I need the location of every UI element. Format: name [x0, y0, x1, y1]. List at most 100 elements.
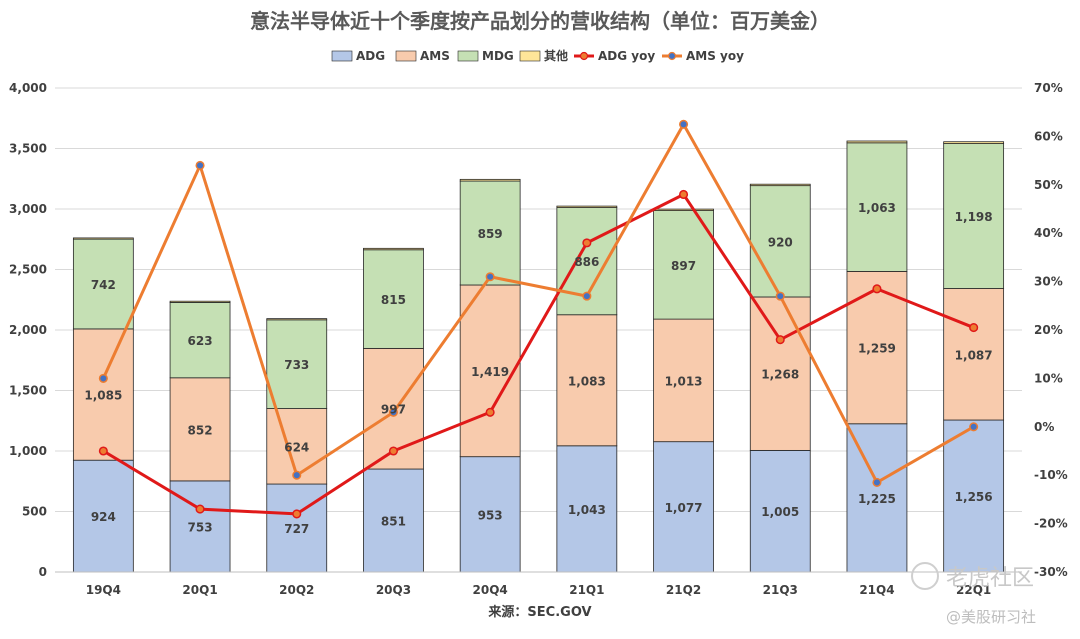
yoy-lines: [98, 119, 979, 519]
point-AMS-yoy: [292, 470, 302, 480]
y-left-tick-label: 0: [39, 565, 47, 579]
bar-data-label: 1,256: [955, 490, 993, 504]
bar-segment-MDG: [653, 210, 714, 320]
bar-data-label: 1,268: [761, 368, 799, 382]
bar-segment-MDG: [266, 319, 328, 409]
bar-segment-其他: [459, 178, 521, 182]
bar-data-label: 1,087: [955, 348, 993, 362]
bar-segment-其他: [749, 183, 811, 187]
bar-data-label: 1,198: [955, 210, 993, 224]
point-AMS-yoy: [679, 119, 689, 129]
bar-labels: 924 1,085 742 753 852 623 727 624 733 851 997 815 95…: [84, 201, 992, 536]
bar-data-label: 1,225: [858, 492, 896, 506]
bar-segment-AMS: [749, 296, 811, 451]
bar-data-label: 727: [284, 522, 309, 536]
point-ADG-yoy: [775, 335, 785, 345]
y-right-tick-label: 0%: [1034, 420, 1054, 434]
bar-segment-MDG: [749, 185, 811, 298]
bar-segment-其他: [943, 141, 1005, 144]
x-tick-label: 21Q3: [763, 583, 798, 597]
tiger-logo-icon: [911, 562, 939, 590]
y-right-tick-label: -30%: [1034, 565, 1068, 579]
bar-data-label: 852: [188, 423, 213, 437]
bar-segment-其他: [556, 205, 618, 208]
bar-data-label: 859: [478, 227, 503, 241]
y-right-tick-label: 30%: [1034, 275, 1063, 289]
bar-segment-其他: [169, 300, 231, 303]
point-ADG-yoy: [98, 446, 108, 456]
legend-其他-label: 其他: [544, 48, 568, 63]
bar-segment-AMS: [653, 318, 714, 443]
legend-ADG-yoy-marker: [579, 51, 589, 61]
legend-AMS-yoy-marker: [667, 51, 677, 61]
x-tick-label: 21Q4: [859, 583, 894, 597]
watermark-handle: @美股研习社: [946, 608, 1036, 626]
legend-ADG-swatch: [331, 50, 353, 62]
bar-segment-AMS: [943, 288, 1005, 421]
bar-data-label: 1,005: [761, 505, 799, 519]
chart-title: 意法半导体近十个季度按产品划分的营收结构（单位：百万美金）: [250, 9, 830, 33]
legend-MDG-swatch: [457, 50, 479, 62]
bar-segment-ADG: [943, 419, 1005, 573]
bar-segment-其他: [363, 247, 424, 251]
y-left-tick-label: 1,000: [9, 444, 47, 458]
bar-data-label: 897: [671, 259, 696, 273]
bar-segment-AMS: [72, 328, 134, 461]
bar-data-label: 1,083: [568, 374, 606, 388]
point-AMS-yoy: [195, 160, 205, 170]
bar-segment-AMS: [556, 314, 618, 447]
x-tick-label: 20Q4: [473, 583, 508, 597]
bar-segment-其他: [846, 140, 908, 144]
point-ADG-yoy: [388, 446, 399, 456]
bar-segment-ADG: [653, 441, 714, 573]
bar-segment-AMS: [169, 377, 231, 482]
bar-data-label: 997: [381, 403, 406, 417]
bar-data-label: 623: [188, 334, 213, 348]
x-tick-label: 21Q1: [569, 583, 604, 597]
bar-segment-ADG: [749, 449, 811, 573]
legend-AMS-label: AMS: [420, 49, 450, 63]
y-left-tick-label: 2,000: [9, 323, 47, 337]
bar-data-label: 920: [768, 235, 793, 249]
x-tick-label: 20Q1: [182, 583, 217, 597]
legend-其他-swatch: [519, 50, 541, 62]
bar-segment-MDG: [169, 302, 231, 379]
y-right-tick-label: -20%: [1034, 517, 1068, 531]
y-right-tick-label: 40%: [1034, 226, 1063, 240]
watermark-brand: 老虎社区: [946, 566, 1034, 591]
legend-AMS-swatch: [395, 50, 417, 62]
legend-ADG-label: ADG: [356, 49, 385, 63]
y-left-tick-label: 500: [22, 505, 47, 519]
bar-data-label: 733: [284, 358, 309, 372]
point-ADG-yoy: [582, 238, 592, 248]
bar-data-label: 1,259: [858, 342, 896, 356]
y-right-tick-label: 50%: [1034, 178, 1063, 192]
point-AMS-yoy: [98, 373, 108, 383]
y-right-tick-label: 70%: [1034, 81, 1063, 95]
bar-segment-ADG: [266, 483, 328, 573]
watermark: 老虎社区 @美股研习社: [911, 562, 1036, 626]
bar-data-label: 1,085: [84, 389, 122, 403]
x-tick-label: 20Q2: [279, 583, 314, 597]
bar-data-label: 1,043: [568, 503, 606, 517]
x-tick-label: 22Q1: [956, 583, 991, 597]
bar-data-label: 851: [381, 515, 406, 529]
bar-segment-其他: [72, 237, 134, 240]
bar-data-label: 624: [284, 440, 309, 454]
y-left-tick-label: 2,500: [9, 263, 47, 277]
line-ADG-yoy: [102, 192, 975, 516]
axes: 0 500 1,000 1,500 2,000 2,500 3,000 3,500 4,000 -…: [9, 81, 1068, 597]
bar-segment-ADG: [363, 468, 424, 573]
y-right-tick-label: 60%: [1034, 129, 1063, 143]
point-AMS-yoy: [775, 291, 785, 301]
bars: [72, 140, 1005, 573]
x-tick-label: 20Q3: [376, 583, 411, 597]
point-ADG-yoy: [872, 284, 882, 294]
bar-segment-其他: [653, 208, 714, 211]
point-AMS-yoy: [388, 407, 399, 417]
y-left-tick-label: 4,000: [9, 81, 47, 95]
legend-AMS-yoy-label: AMS yoy: [686, 49, 744, 63]
bar-data-label: 742: [91, 278, 116, 292]
bar-segment-MDG: [72, 238, 134, 330]
point-ADG-yoy: [485, 407, 495, 417]
